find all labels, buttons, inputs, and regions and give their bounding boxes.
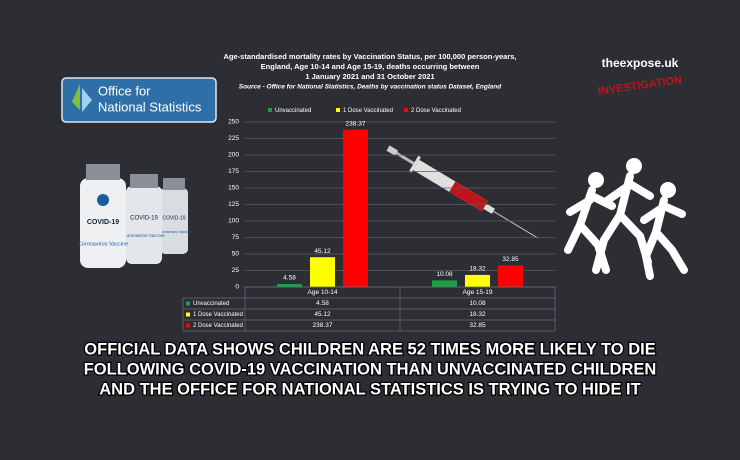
chart-title: Age-standardised mortality rates by Vacc…: [223, 52, 516, 61]
vial-text: COVID-19: [162, 215, 185, 221]
bar: [343, 129, 368, 287]
y-tick-label: 250: [228, 119, 239, 126]
logo-line: National Statistics: [98, 99, 202, 114]
data-label: 32.85: [502, 256, 519, 263]
data-label: 238.37: [346, 120, 366, 127]
bar: [465, 274, 490, 287]
bar: [498, 265, 523, 287]
data-label: 18.32: [469, 266, 486, 273]
table-swatch: [186, 301, 190, 306]
headline: FOLLOWING COVID-19 VACCINATION THAN UNVA…: [84, 360, 657, 378]
data-label: 4.58: [283, 275, 296, 282]
legend-label: Unvaccinated: [275, 108, 311, 114]
table-value: 10.08: [469, 300, 486, 307]
chart-title: 1 January 2021 and 31 October 2021: [305, 72, 434, 81]
y-tick-label: 50: [232, 251, 240, 258]
table-row-label: 1 Dose Vaccinated: [193, 312, 243, 318]
legend-swatch: [268, 108, 272, 112]
legend-swatch: [336, 108, 340, 112]
y-tick-label: 225: [228, 135, 239, 142]
y-tick-label: 175: [228, 168, 239, 175]
data-label: 45.12: [314, 248, 331, 255]
headline: OFFICIAL DATA SHOWS CHILDREN ARE 52 TIME…: [84, 340, 655, 358]
bar: [277, 283, 302, 287]
table-row-label: 2 Dose Vaccinated: [193, 323, 243, 329]
vials: COVID-19 Coronavirus Vaccine COVID-19 Co…: [78, 164, 193, 268]
runners: [564, 158, 688, 280]
x-tick-label: Age 15-19: [463, 289, 493, 296]
ons-logo: Office for National Statistics: [61, 77, 217, 123]
y-tick-label: 100: [228, 218, 239, 225]
y-tick-label: 75: [232, 234, 240, 241]
headline: AND THE OFFICE FOR NATIONAL STATISTICS I…: [99, 380, 640, 398]
chart-title: England, Age 10-14 and Age 15-19, deaths…: [261, 62, 480, 71]
chart-subtitle: Source - Office for National Statistics,…: [239, 84, 503, 91]
table-value: 4.58: [316, 300, 329, 307]
table-swatch: [186, 312, 190, 317]
vial-text: Coronavirus Vaccine: [156, 229, 193, 234]
y-tick-label: 0: [235, 284, 239, 291]
y-tick-label: 25: [232, 267, 240, 274]
legend-label: 1 Dose Vaccinated: [343, 108, 393, 114]
table-swatch: [186, 323, 190, 328]
table-value: 45.12: [314, 311, 331, 318]
table-value: 238.37: [313, 322, 333, 329]
y-tick-label: 125: [228, 201, 239, 208]
table-row-label: Unvaccinated: [193, 301, 229, 307]
table-value: 32.85: [469, 322, 486, 329]
brand: theexpose.uk: [602, 56, 679, 70]
y-tick-label: 150: [228, 185, 239, 192]
vial-text: Coronavirus Vaccine: [123, 233, 165, 238]
x-tick-label: Age 10-14: [308, 289, 338, 296]
bar: [432, 280, 457, 287]
logo-line: Office for: [98, 83, 151, 98]
legend-swatch: [404, 108, 408, 112]
vial-text: COVID-19: [130, 216, 158, 222]
vial-text: COVID-19: [87, 219, 119, 226]
data-label: 10.08: [436, 271, 453, 278]
legend-label: 2 Dose Vaccinated: [411, 108, 461, 114]
table-value: 18.32: [469, 311, 486, 318]
y-tick-label: 200: [228, 152, 239, 159]
bar: [310, 257, 335, 287]
vial-text: Coronavirus Vaccine: [78, 241, 128, 247]
